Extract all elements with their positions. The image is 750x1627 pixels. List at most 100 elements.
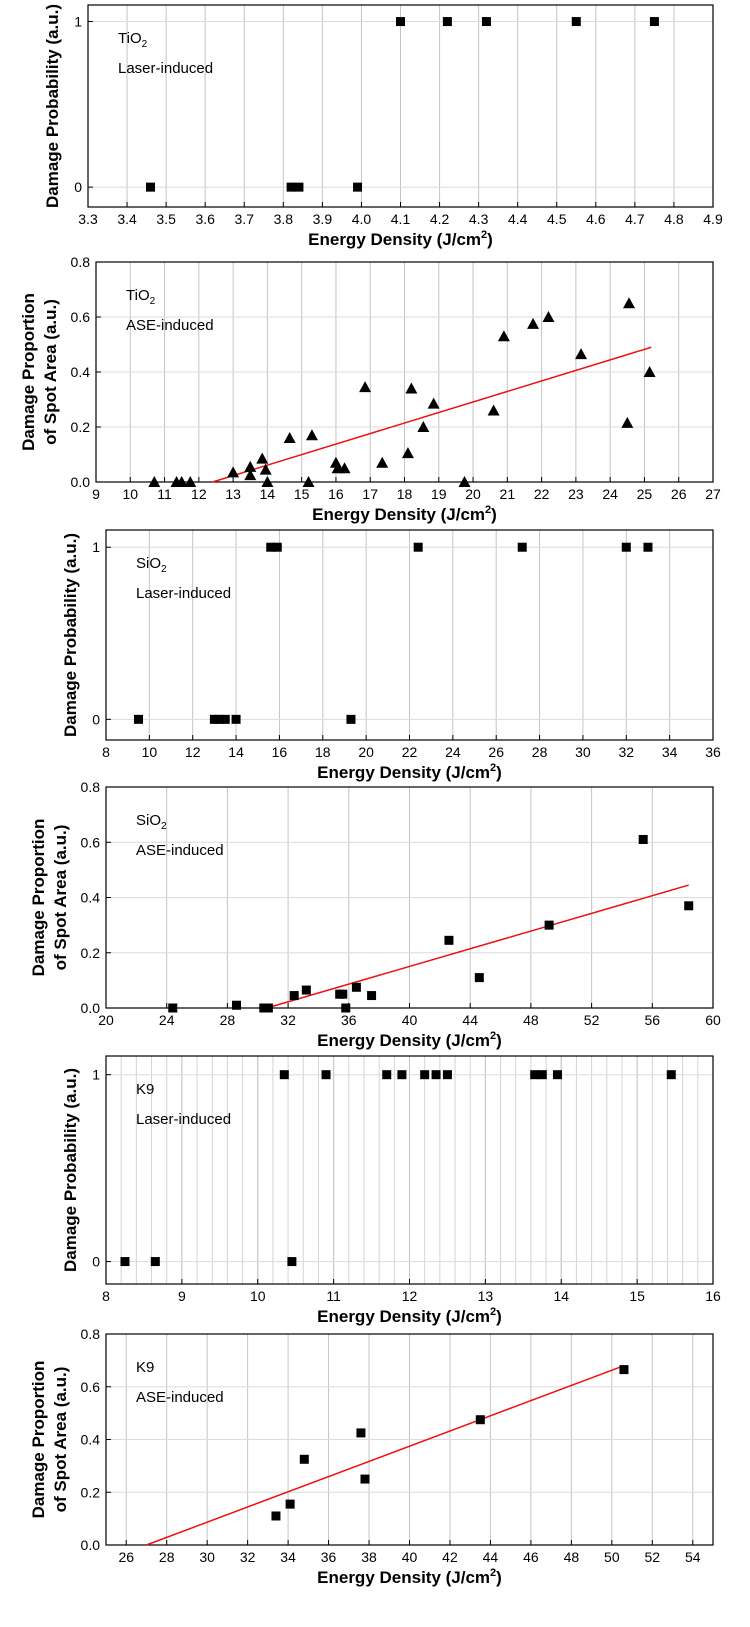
x-tick-label: 9 — [92, 486, 100, 502]
x-tick-label: 32 — [618, 744, 634, 760]
data-point — [341, 1003, 351, 1013]
data-point — [285, 1499, 295, 1509]
data-point — [530, 1070, 540, 1080]
data-point — [244, 469, 257, 481]
x-tick-label: 4.8 — [664, 211, 684, 227]
x-tick-label: 54 — [685, 1549, 701, 1565]
x-tick-label: 20 — [358, 744, 374, 760]
x-tick-label: 28 — [220, 1012, 236, 1028]
x-tick-label: 40 — [402, 1549, 418, 1565]
y-axis-title: of Spot Area (a.u.) — [51, 1367, 70, 1513]
y-axis-title: of Spot Area (a.u.) — [41, 299, 60, 445]
y-tick-label: 0.0 — [71, 474, 91, 490]
x-tick-label: 10 — [122, 486, 138, 502]
x-tick-label: 52 — [645, 1549, 661, 1565]
x-tick-label: 12 — [185, 744, 201, 760]
data-point — [283, 432, 296, 443]
x-axis-title: Energy Density (J/cm2) — [317, 762, 502, 782]
x-tick-label: 56 — [645, 1012, 661, 1028]
x-tick-label: 60 — [705, 1012, 721, 1028]
panel-4: 20 24 28 32 36 40 44 48 52 56 60 0.0 0.2 0.4 0.6 0.8 Ene… — [29, 779, 721, 1050]
x-tick-label: 16 — [328, 486, 344, 502]
panel-2: 9 10 11 12 13 14 15 16 17 18 19 20 21 22 23 24 25 26 27 0.0… — [19, 254, 721, 524]
x-tick-label: 21 — [500, 486, 516, 502]
data-point — [481, 17, 491, 27]
data-point — [542, 311, 555, 322]
panel-annotation: Laser-induced — [118, 60, 213, 77]
y-tick-label: 0.0 — [81, 1000, 101, 1016]
data-point — [227, 466, 240, 478]
y-axis-title: Damage Proportion — [29, 1361, 48, 1519]
x-tick-label: 4.6 — [586, 211, 606, 227]
data-point — [259, 463, 272, 475]
data-point — [321, 1070, 331, 1080]
data-point — [287, 1257, 297, 1267]
x-tick-label: 8 — [102, 1288, 110, 1304]
data-point — [286, 182, 296, 192]
data-point — [351, 982, 361, 992]
data-point — [146, 182, 155, 192]
data-point — [232, 1000, 242, 1010]
x-tick-label: 26 — [488, 744, 504, 760]
x-tick-label: 13 — [225, 486, 241, 502]
y-tick-label: 1 — [92, 1067, 100, 1083]
x-tick-label: 24 — [445, 744, 461, 760]
x-tick-label: 13 — [478, 1288, 494, 1304]
y-tick-label: 0.6 — [71, 309, 91, 325]
data-point — [497, 330, 510, 342]
data-point — [294, 182, 304, 192]
panel-annotation: Laser-induced — [136, 585, 231, 602]
data-point — [376, 456, 389, 468]
x-tick-label: 16 — [272, 744, 288, 760]
panel-annotation: Laser-induced — [136, 1111, 231, 1128]
panel-annotation: SiO2 — [136, 555, 167, 575]
data-point — [475, 1415, 485, 1425]
data-point — [621, 542, 631, 552]
x-tick-label: 36 — [341, 1012, 357, 1028]
y-tick-label: 0.8 — [71, 254, 91, 270]
data-point — [405, 382, 418, 394]
x-tick-label: 24 — [602, 486, 618, 502]
data-point — [338, 462, 351, 474]
data-point — [134, 714, 144, 724]
data-point — [442, 1070, 452, 1080]
data-point — [643, 542, 653, 552]
data-point — [517, 542, 527, 552]
x-tick-label: 26 — [671, 486, 687, 502]
x-tick-label: 20 — [465, 486, 481, 502]
x-tick-label: 3.4 — [117, 211, 137, 227]
data-point — [684, 901, 694, 911]
data-point — [666, 1070, 676, 1080]
x-tick-label: 42 — [442, 1549, 458, 1565]
y-tick-label: 0.4 — [81, 1432, 101, 1448]
panel-annotation: SiO2 — [136, 812, 167, 832]
x-axis-title: Energy Density (J/cm2) — [308, 229, 493, 249]
y-tick-label: 0.4 — [81, 890, 101, 906]
x-tick-label: 18 — [397, 486, 413, 502]
x-tick-label: 36 — [705, 744, 721, 760]
y-tick-label: 0.0 — [81, 1537, 101, 1553]
x-tick-label: 4.9 — [703, 211, 723, 227]
x-tick-label: 10 — [250, 1288, 266, 1304]
x-tick-label: 50 — [604, 1549, 620, 1565]
data-point — [259, 1003, 269, 1013]
x-tick-label: 18 — [315, 744, 331, 760]
panel-annotation: ASE-induced — [126, 317, 214, 334]
y-axis-title: Damage Probability (a.u.) — [43, 4, 62, 208]
panel-6: 26 28 30 32 34 36 38 40 42 44 46 48 50 52 54 0.0 0.2 0.4 0… — [29, 1326, 714, 1587]
x-tick-label: 22 — [534, 486, 550, 502]
y-tick-label: 0.2 — [81, 945, 101, 961]
data-point — [397, 1070, 407, 1080]
data-point — [346, 714, 356, 724]
x-tick-label: 8 — [102, 744, 110, 760]
data-point — [544, 920, 554, 930]
x-tick-label: 28 — [159, 1549, 175, 1565]
data-point — [575, 348, 588, 360]
panel-5: 8 9 10 11 12 13 14 15 16 0 1 Energy Density (J/cm2)… — [61, 1055, 721, 1326]
x-axis-title: Energy Density (J/cm2) — [317, 1567, 502, 1587]
x-axis-title: Energy Density (J/cm2) — [317, 1030, 502, 1050]
x-tick-label: 3.7 — [235, 211, 255, 227]
data-point — [427, 397, 440, 409]
x-tick-label: 23 — [568, 486, 584, 502]
x-tick-label: 20 — [98, 1012, 114, 1028]
